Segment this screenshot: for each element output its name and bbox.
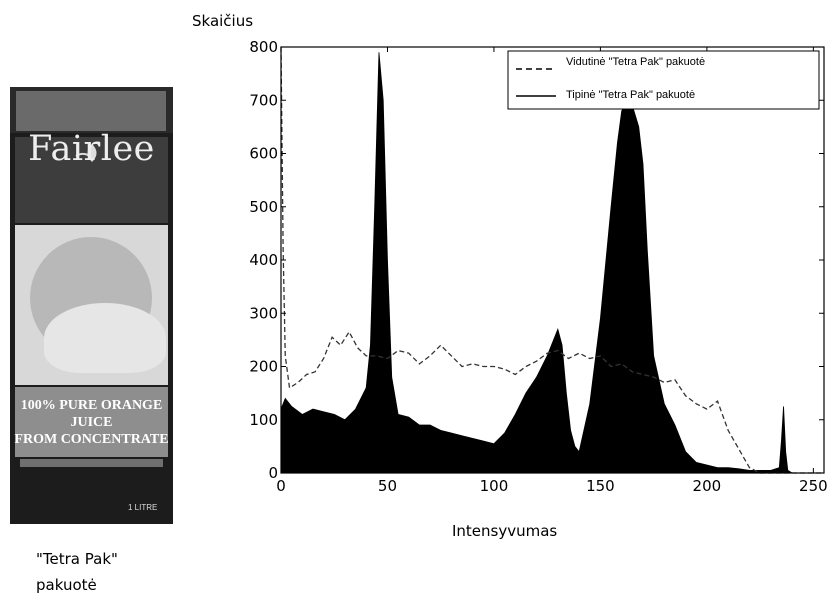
y-tick-label: 500 — [249, 198, 278, 216]
y-tick-label: 800 — [249, 38, 278, 56]
legend-label-typical: Tipinė "Tetra Pak" pakuotė — [566, 89, 695, 101]
image-caption: "Tetra Pak" pakuotė — [36, 546, 118, 598]
carton-juice-text: 100% PURE ORANGE JUICE FROM CONCENTRATE — [10, 397, 173, 448]
carton-juice-line-2: FROM CONCENTRATE — [14, 432, 169, 447]
carton-small-band — [20, 459, 163, 467]
carton-juice-line-1: 100% PURE ORANGE JUICE — [20, 398, 163, 430]
y-tick-label: 700 — [249, 91, 278, 109]
y-tick-label: 300 — [249, 304, 278, 322]
carton-brand-logo: Fairlee — [28, 129, 155, 169]
y-tick-label: 200 — [249, 358, 278, 376]
carton-top-panel — [16, 91, 166, 131]
series-average-dashed-line — [280, 46, 824, 474]
legend-label-average: Vidutinė "Tetra Pak" pakuotė — [566, 56, 705, 68]
leaf-logo-icon — [75, 144, 97, 162]
carton-volume-label: 1 LITRE — [128, 503, 158, 512]
y-tick-label: 400 — [249, 251, 278, 269]
y-tick-label: 100 — [249, 411, 278, 429]
image-caption-line-1: "Tetra Pak" — [36, 550, 118, 568]
series-typical-filled-area — [280, 52, 824, 474]
x-tick-label: 200 — [693, 477, 722, 495]
tetra-pak-carton-image: Fairlee 100% PURE ORANGE JUICE FROM CONC… — [10, 87, 173, 524]
x-tick-label: 150 — [586, 477, 615, 495]
legend-box — [507, 50, 820, 110]
y-tick-label: 0 — [268, 464, 278, 482]
x-tick-label: 250 — [799, 477, 828, 495]
x-tick-label: 50 — [378, 477, 397, 495]
x-tick-label: 100 — [480, 477, 509, 495]
image-caption-line-2: pakuotė — [36, 576, 97, 594]
x-tick-label: 0 — [276, 477, 286, 495]
chart-legend: Vidutinė "Tetra Pak" pakuotė Tipinė "Tetr… — [507, 50, 820, 110]
y-tick-label: 600 — [249, 145, 278, 163]
x-axis-label: Intensyvumas — [452, 522, 558, 540]
y-axis-label: Skaičius — [192, 12, 254, 30]
carton-juice-band — [15, 387, 168, 457]
orange-slice-illustration — [44, 303, 166, 373]
